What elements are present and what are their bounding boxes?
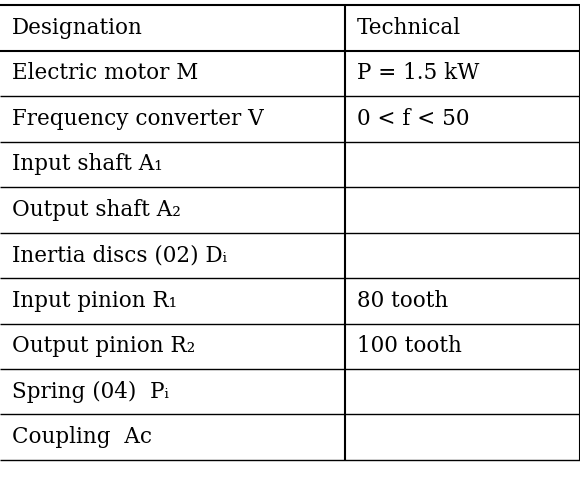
Text: 0 < f < 50: 0 < f < 50 [357, 108, 470, 130]
Text: Technical: Technical [357, 16, 461, 39]
Text: 100 tooth: 100 tooth [357, 335, 462, 357]
Text: Electric motor M: Electric motor M [12, 62, 198, 84]
Text: Output shaft A₂: Output shaft A₂ [12, 198, 181, 220]
Text: Output pinion R₂: Output pinion R₂ [12, 335, 195, 357]
Text: Inertia discs (02) Dᵢ: Inertia discs (02) Dᵢ [12, 244, 227, 266]
Text: Input pinion R₁: Input pinion R₁ [12, 290, 177, 312]
Text: Input shaft A₁: Input shaft A₁ [12, 153, 163, 176]
Text: P = 1.5 kW: P = 1.5 kW [357, 62, 480, 84]
Text: Coupling  Ac: Coupling Ac [12, 426, 152, 448]
Text: 80 tooth: 80 tooth [357, 290, 448, 312]
Text: Frequency converter V: Frequency converter V [12, 108, 264, 130]
Text: Spring (04)  Pᵢ: Spring (04) Pᵢ [12, 380, 169, 403]
Text: Designation: Designation [12, 16, 143, 39]
